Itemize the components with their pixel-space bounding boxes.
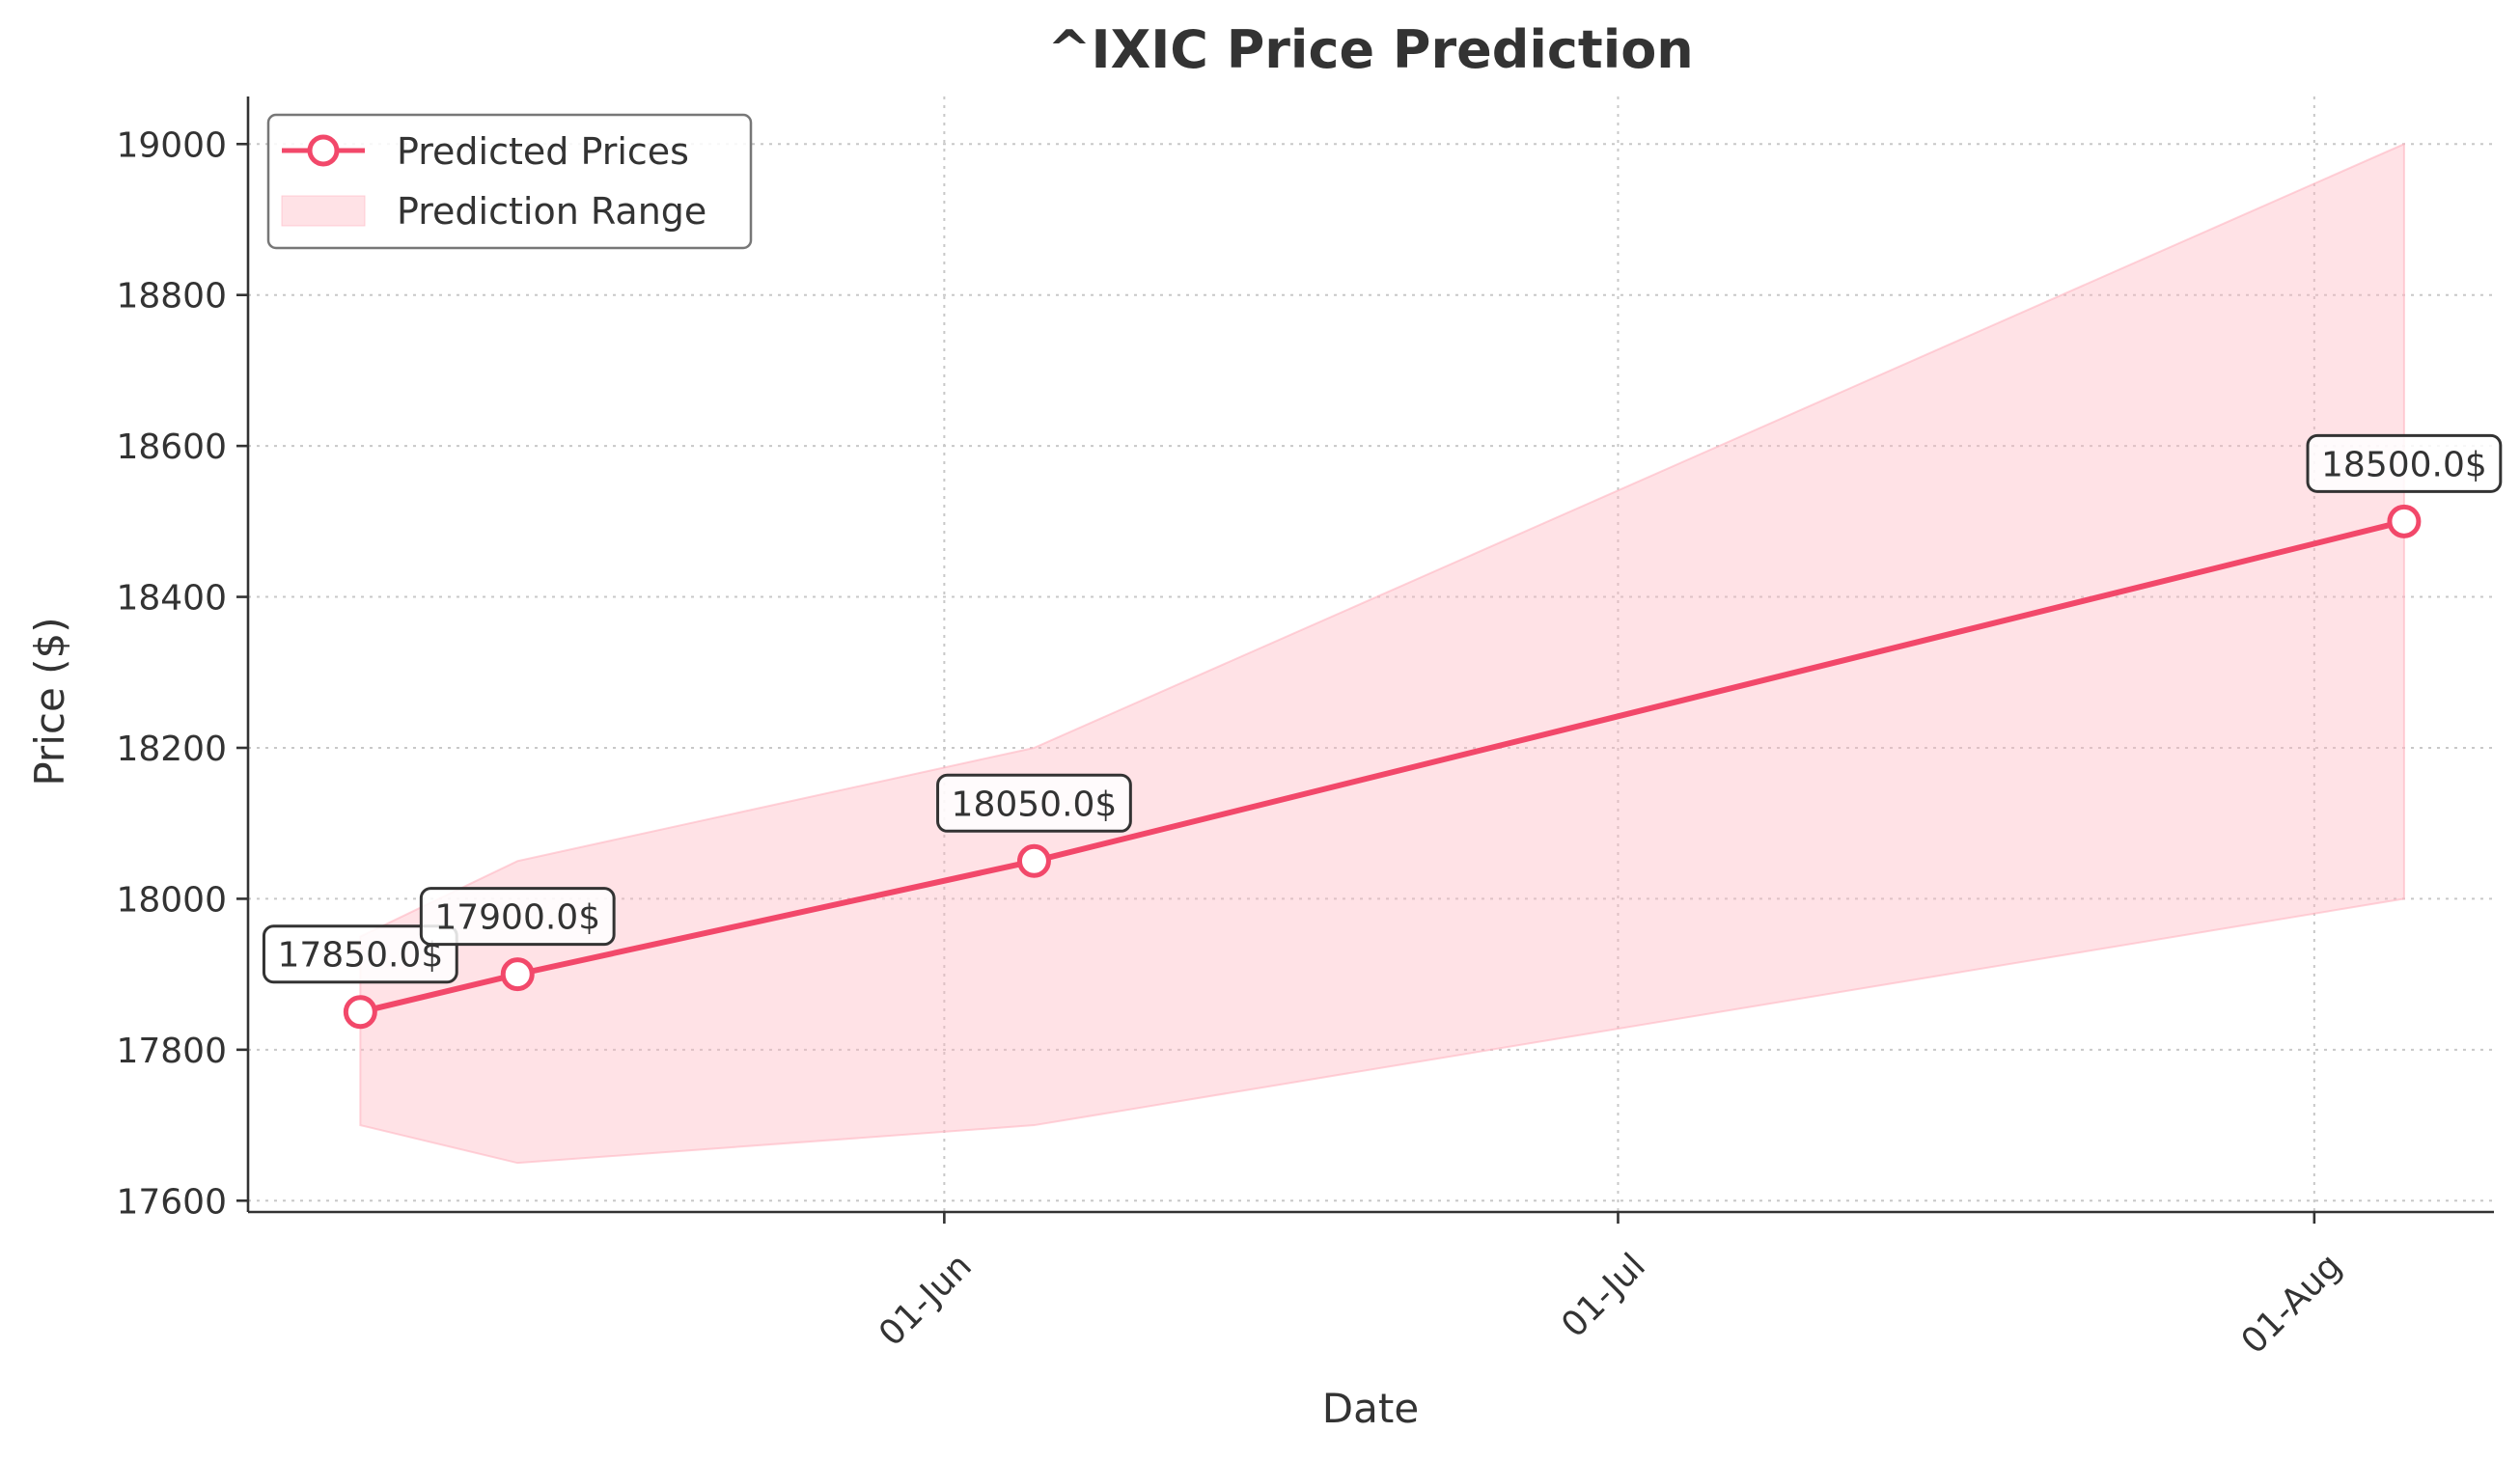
data-label: 18500.0$ xyxy=(2306,433,2503,493)
legend-box xyxy=(266,113,753,250)
y-tick-label: 18600 xyxy=(116,427,227,467)
predicted-prices-line xyxy=(359,518,2405,1015)
legend-marker-icon xyxy=(307,134,340,167)
data-label-box xyxy=(419,887,616,947)
data-point-marker xyxy=(1016,843,1051,878)
x-axis-label: Date xyxy=(1322,1385,1419,1432)
data-label-text: 18050.0$ xyxy=(952,785,1118,824)
grid-lines xyxy=(248,96,2494,1212)
data-label: 17850.0$ xyxy=(262,924,458,984)
y-tick-label: 18800 xyxy=(116,277,227,317)
y-axis-label: Price ($) xyxy=(26,617,73,785)
data-point-marker xyxy=(2387,504,2422,538)
data-label-text: 17850.0$ xyxy=(277,936,443,976)
y-tick-label: 18400 xyxy=(116,579,227,619)
data-label-box xyxy=(262,924,458,984)
data-label-box xyxy=(936,773,1132,833)
legend-label-predicted-prices: Predicted Prices xyxy=(397,130,689,173)
y-tick-label: 18200 xyxy=(116,730,227,769)
data-label-box xyxy=(2306,433,2503,493)
y-tick-label: 19000 xyxy=(116,125,227,165)
prediction-range-area xyxy=(359,142,2405,1165)
legend-label-prediction-range: Prediction Range xyxy=(397,190,706,233)
data-label-text: 18500.0$ xyxy=(2321,445,2487,484)
legend: Predicted Prices Prediction Range xyxy=(266,113,753,250)
axes xyxy=(246,96,2494,1214)
legend-range-swatch xyxy=(281,195,366,227)
data-label: 17900.0$ xyxy=(419,887,616,947)
predicted-prices-layer xyxy=(343,504,2422,1030)
chart-title: ^IXIC Price Prediction xyxy=(1047,19,1694,80)
data-label: 18050.0$ xyxy=(936,773,1132,833)
y-tick-label: 17800 xyxy=(116,1032,227,1071)
prediction-range-layer xyxy=(359,142,2405,1165)
y-tick-label: 17600 xyxy=(116,1182,227,1222)
data-label-text: 17900.0$ xyxy=(434,898,600,938)
data-point-marker xyxy=(343,995,377,1030)
axis-ticks: 17600 17800 18000 18200 18400 18600 18800 19000… xyxy=(116,125,2349,1362)
y-tick-label: 18000 xyxy=(116,880,227,920)
data-point-marker xyxy=(500,957,535,992)
data-labels: 17850.0$17900.0$ 18050.0$ 18500.0$ xyxy=(262,433,2503,984)
